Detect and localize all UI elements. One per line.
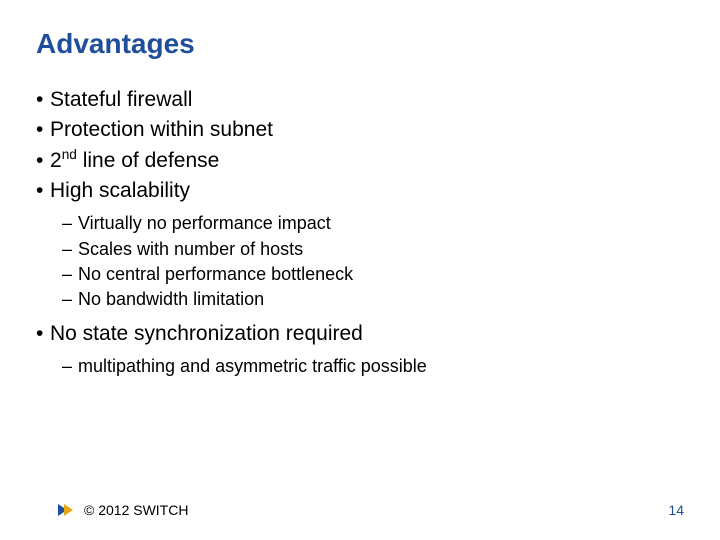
bullet-marker: • (36, 116, 50, 144)
footer-left: © 2012 SWITCH (58, 502, 188, 518)
page-number: 14 (668, 502, 684, 518)
sub-bullet-text: Scales with number of hosts (78, 237, 303, 261)
bullet-item: • 2nd line of defense (36, 147, 684, 175)
bullet-item: • No state synchronization required (36, 320, 684, 348)
bullet-item: • Protection within subnet (36, 116, 684, 144)
bullet-item: • Stateful firewall (36, 86, 684, 114)
sub-bullet-item: – multipathing and asymmetric traffic po… (62, 354, 684, 378)
sub-bullet-item: – No central performance bottleneck (62, 262, 684, 286)
bullet-text: Protection within subnet (50, 116, 273, 144)
bullet-text: Stateful firewall (50, 86, 192, 114)
sub-bullet-list: – Virtually no performance impact – Scal… (62, 211, 684, 311)
sub-bullet-marker: – (62, 262, 78, 286)
bullet-marker: • (36, 86, 50, 114)
sub-bullet-text: No central performance bottleneck (78, 262, 353, 286)
bullet-text: 2nd line of defense (50, 147, 219, 175)
sub-bullet-marker: – (62, 354, 78, 378)
bullet-marker: • (36, 147, 50, 175)
sub-bullet-item: – Virtually no performance impact (62, 211, 684, 235)
slide-title: Advantages (36, 28, 684, 60)
bullet-item: • High scalability (36, 177, 684, 205)
sub-bullet-text: No bandwidth limitation (78, 287, 264, 311)
sub-bullet-marker: – (62, 237, 78, 261)
bullet-text: No state synchronization required (50, 320, 363, 348)
bullet-list: • Stateful firewall • Protection within … (36, 86, 684, 378)
slide-footer: © 2012 SWITCH 14 (0, 502, 720, 518)
sub-bullet-marker: – (62, 211, 78, 235)
sub-bullet-list: – multipathing and asymmetric traffic po… (62, 354, 684, 378)
copyright-text: © 2012 SWITCH (84, 502, 188, 518)
sub-bullet-item: – No bandwidth limitation (62, 287, 684, 311)
bullet-marker: • (36, 320, 50, 348)
sub-bullet-text: multipathing and asymmetric traffic poss… (78, 354, 427, 378)
sub-bullet-item: – Scales with number of hosts (62, 237, 684, 261)
bullet-text: High scalability (50, 177, 190, 205)
switch-logo-icon (58, 502, 74, 518)
slide: Advantages • Stateful firewall • Protect… (0, 0, 720, 540)
sub-bullet-marker: – (62, 287, 78, 311)
bullet-marker: • (36, 177, 50, 205)
sub-bullet-text: Virtually no performance impact (78, 211, 331, 235)
